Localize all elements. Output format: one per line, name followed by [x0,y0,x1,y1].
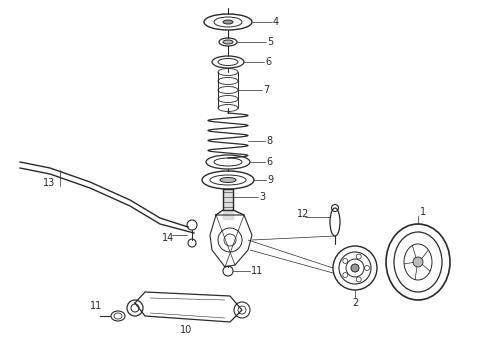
Ellipse shape [223,40,233,44]
Text: 10: 10 [180,325,192,335]
Ellipse shape [220,177,236,183]
Text: 9: 9 [267,175,273,185]
Ellipse shape [223,20,233,24]
Text: 2: 2 [352,298,358,308]
Text: 7: 7 [263,85,269,95]
Text: 6: 6 [266,157,272,167]
Text: 8: 8 [266,135,272,145]
Text: 13: 13 [43,178,55,188]
Ellipse shape [351,264,359,272]
Text: 11: 11 [90,301,102,311]
Text: 5: 5 [267,37,273,47]
Text: 3: 3 [259,192,265,202]
Text: 11: 11 [251,266,263,276]
Text: 1: 1 [420,207,426,217]
Text: 6: 6 [265,57,271,67]
Text: 12: 12 [297,209,309,219]
Text: 14: 14 [162,233,174,243]
Text: 4: 4 [273,17,279,27]
Ellipse shape [413,257,423,267]
